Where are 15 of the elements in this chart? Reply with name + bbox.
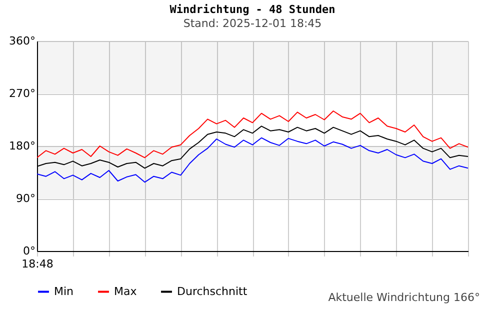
- y-tick-label: 90°: [16, 192, 36, 205]
- line-series: [37, 126, 468, 169]
- text: Aktuelle Windrichtung 166°: [328, 291, 480, 304]
- chart-subtitle: Stand: 2025-12-01 18:45: [183, 17, 322, 30]
- legend-label: Min: [54, 284, 74, 298]
- y-tick-label: 180°: [9, 140, 36, 152]
- line-series: [37, 137, 468, 183]
- y-tick-label: 360°: [9, 34, 36, 48]
- y-tick-label: 0°: [23, 244, 36, 258]
- chart-title: Windrichtung - 48 Stunden: [170, 3, 336, 16]
- x-tick-label: 18:48: [22, 258, 54, 270]
- legend-label: Max: [114, 284, 138, 298]
- y-tick-label: 270°: [9, 87, 36, 100]
- line-series: [37, 110, 468, 158]
- legend-label: Durchschnitt: [177, 284, 248, 298]
